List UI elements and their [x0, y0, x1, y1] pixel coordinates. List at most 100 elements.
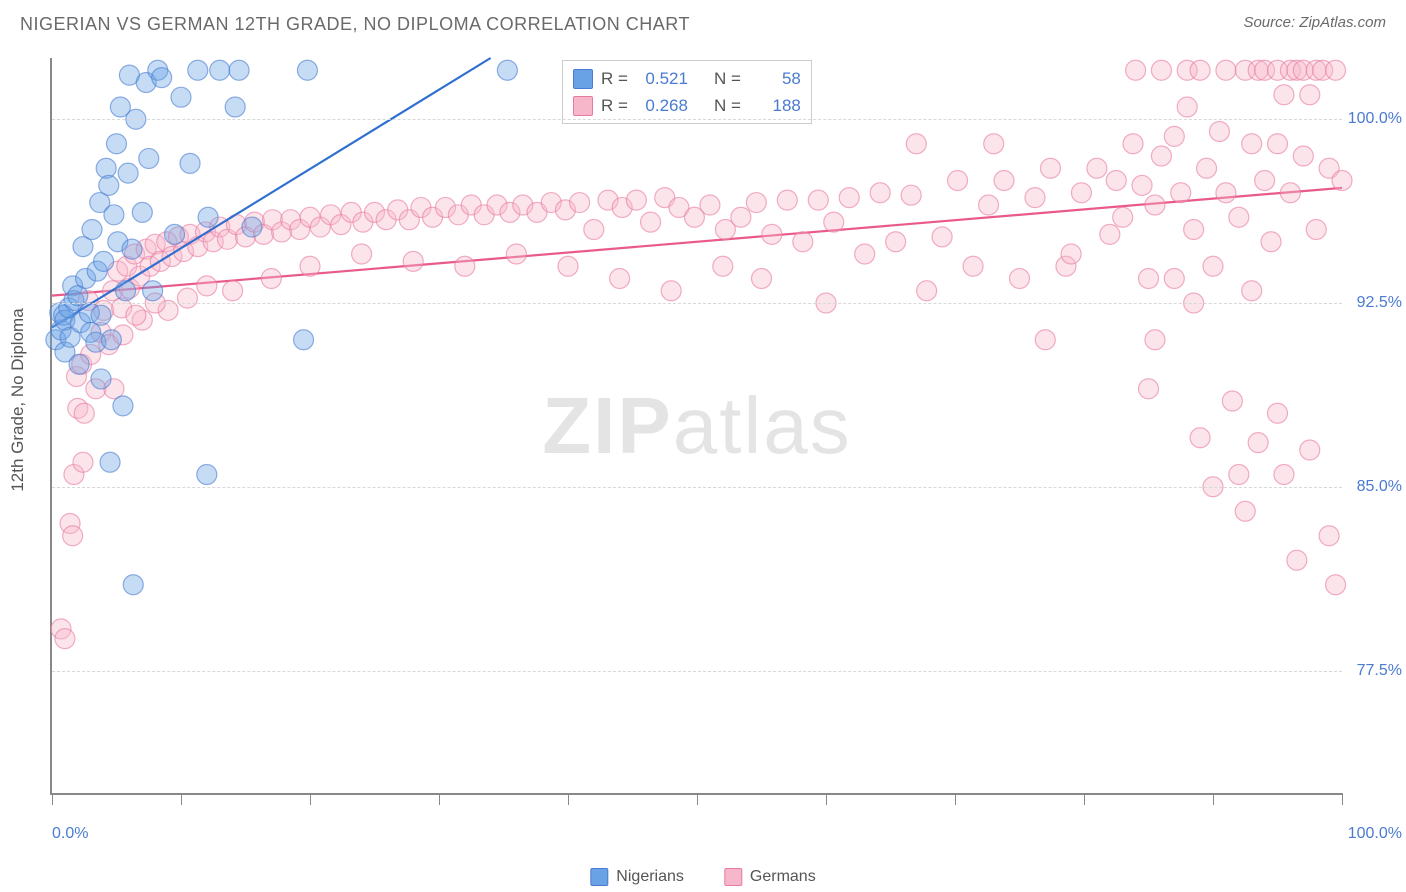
scatter-point	[116, 281, 136, 301]
scatter-point	[1040, 158, 1060, 178]
scatter-point	[839, 188, 859, 208]
x-tick-mark	[826, 793, 827, 805]
plot-area: ZIPatlas R =0.521N =58R =0.268N =188 77.…	[50, 58, 1342, 795]
y-tick-label: 100.0%	[1348, 110, 1402, 128]
scatter-point	[824, 212, 844, 232]
scatter-point	[101, 330, 121, 350]
scatter-point	[1184, 220, 1204, 240]
x-tick-mark	[1213, 793, 1214, 805]
scatter-point	[73, 452, 93, 472]
scatter-point	[1229, 465, 1249, 485]
scatter-point	[1229, 207, 1249, 227]
scatter-point	[984, 134, 1004, 154]
scatter-point	[261, 269, 281, 289]
source-label: Source: ZipAtlas.com	[1243, 14, 1386, 31]
grid-line	[52, 487, 1342, 488]
legend-n-label: N =	[714, 65, 741, 92]
legend-swatch	[590, 868, 608, 886]
scatter-point	[1164, 126, 1184, 146]
scatter-point	[886, 232, 906, 252]
scatter-point	[777, 190, 797, 210]
scatter-point	[1100, 224, 1120, 244]
scatter-point	[855, 244, 875, 264]
scatter-svg	[52, 58, 1342, 793]
scatter-point	[906, 134, 926, 154]
scatter-point	[126, 305, 146, 325]
scatter-point	[1123, 134, 1143, 154]
scatter-point	[242, 217, 262, 237]
scatter-point	[762, 224, 782, 244]
grid-line	[52, 119, 1342, 120]
scatter-point	[123, 575, 143, 595]
scatter-point	[994, 171, 1014, 191]
scatter-point	[1261, 232, 1281, 252]
legend-item: Nigerians	[590, 868, 684, 886]
scatter-point	[1151, 146, 1171, 166]
x-tick-label: 100.0%	[1348, 825, 1402, 843]
scatter-point	[91, 305, 111, 325]
scatter-point	[223, 281, 243, 301]
scatter-point	[1087, 158, 1107, 178]
scatter-point	[1190, 60, 1210, 80]
scatter-point	[1209, 122, 1229, 142]
x-tick-mark	[955, 793, 956, 805]
scatter-point	[1268, 134, 1288, 154]
scatter-point	[100, 452, 120, 472]
scatter-point	[294, 330, 314, 350]
scatter-point	[1274, 465, 1294, 485]
scatter-point	[1274, 85, 1294, 105]
y-tick-label: 77.5%	[1357, 662, 1402, 680]
scatter-point	[752, 269, 772, 289]
scatter-point	[1255, 171, 1275, 191]
scatter-point	[1332, 171, 1352, 191]
scatter-point	[626, 190, 646, 210]
scatter-point	[1010, 269, 1030, 289]
legend-stat-row: R =0.268N =188	[573, 92, 801, 119]
scatter-point	[152, 68, 172, 88]
scatter-point	[1319, 526, 1339, 546]
scatter-point	[558, 256, 578, 276]
scatter-point	[352, 244, 372, 264]
chart-container: NIGERIAN VS GERMAN 12TH GRADE, NO DIPLOM…	[0, 0, 1406, 892]
scatter-point	[403, 251, 423, 271]
legend-n-label: N =	[714, 92, 741, 119]
x-tick-mark	[1084, 793, 1085, 805]
scatter-point	[74, 403, 94, 423]
scatter-point	[870, 183, 890, 203]
scatter-point	[94, 251, 114, 271]
scatter-point	[82, 220, 102, 240]
scatter-point	[177, 288, 197, 308]
scatter-point	[713, 256, 733, 276]
legend-stat-row: R = 0.521 N = 58	[573, 65, 801, 92]
scatter-point	[1326, 60, 1346, 80]
chart-title: NIGERIAN VS GERMAN 12TH GRADE, NO DIPLOM…	[20, 14, 690, 35]
scatter-point	[197, 465, 217, 485]
scatter-point	[1145, 195, 1165, 215]
y-tick-label: 92.5%	[1357, 294, 1402, 312]
scatter-point	[1132, 175, 1152, 195]
legend-stats: R =0.521N =58R =0.268N =188	[562, 60, 812, 124]
scatter-point	[63, 526, 83, 546]
legend-swatch	[724, 868, 742, 886]
scatter-point	[107, 134, 127, 154]
scatter-point	[1164, 269, 1184, 289]
scatter-point	[1242, 134, 1262, 154]
y-axis-label: 12th Grade, No Diploma	[8, 308, 28, 491]
x-tick-label: 0.0%	[52, 825, 88, 843]
scatter-point	[165, 224, 185, 244]
legend-n-value: 58	[749, 65, 801, 92]
scatter-point	[1222, 391, 1242, 411]
scatter-point	[69, 354, 89, 374]
x-tick-mark	[568, 793, 569, 805]
legend-n-value: 188	[749, 92, 801, 119]
scatter-point	[700, 195, 720, 215]
scatter-point	[570, 193, 590, 213]
grid-line	[52, 303, 1342, 304]
legend-r-label: R =	[601, 65, 628, 92]
scatter-point	[188, 60, 208, 80]
scatter-point	[948, 171, 968, 191]
legend-swatch	[573, 96, 593, 116]
scatter-point	[297, 60, 317, 80]
legend-r-value: 0.521	[636, 65, 688, 92]
legend-label: Germans	[750, 868, 816, 886]
